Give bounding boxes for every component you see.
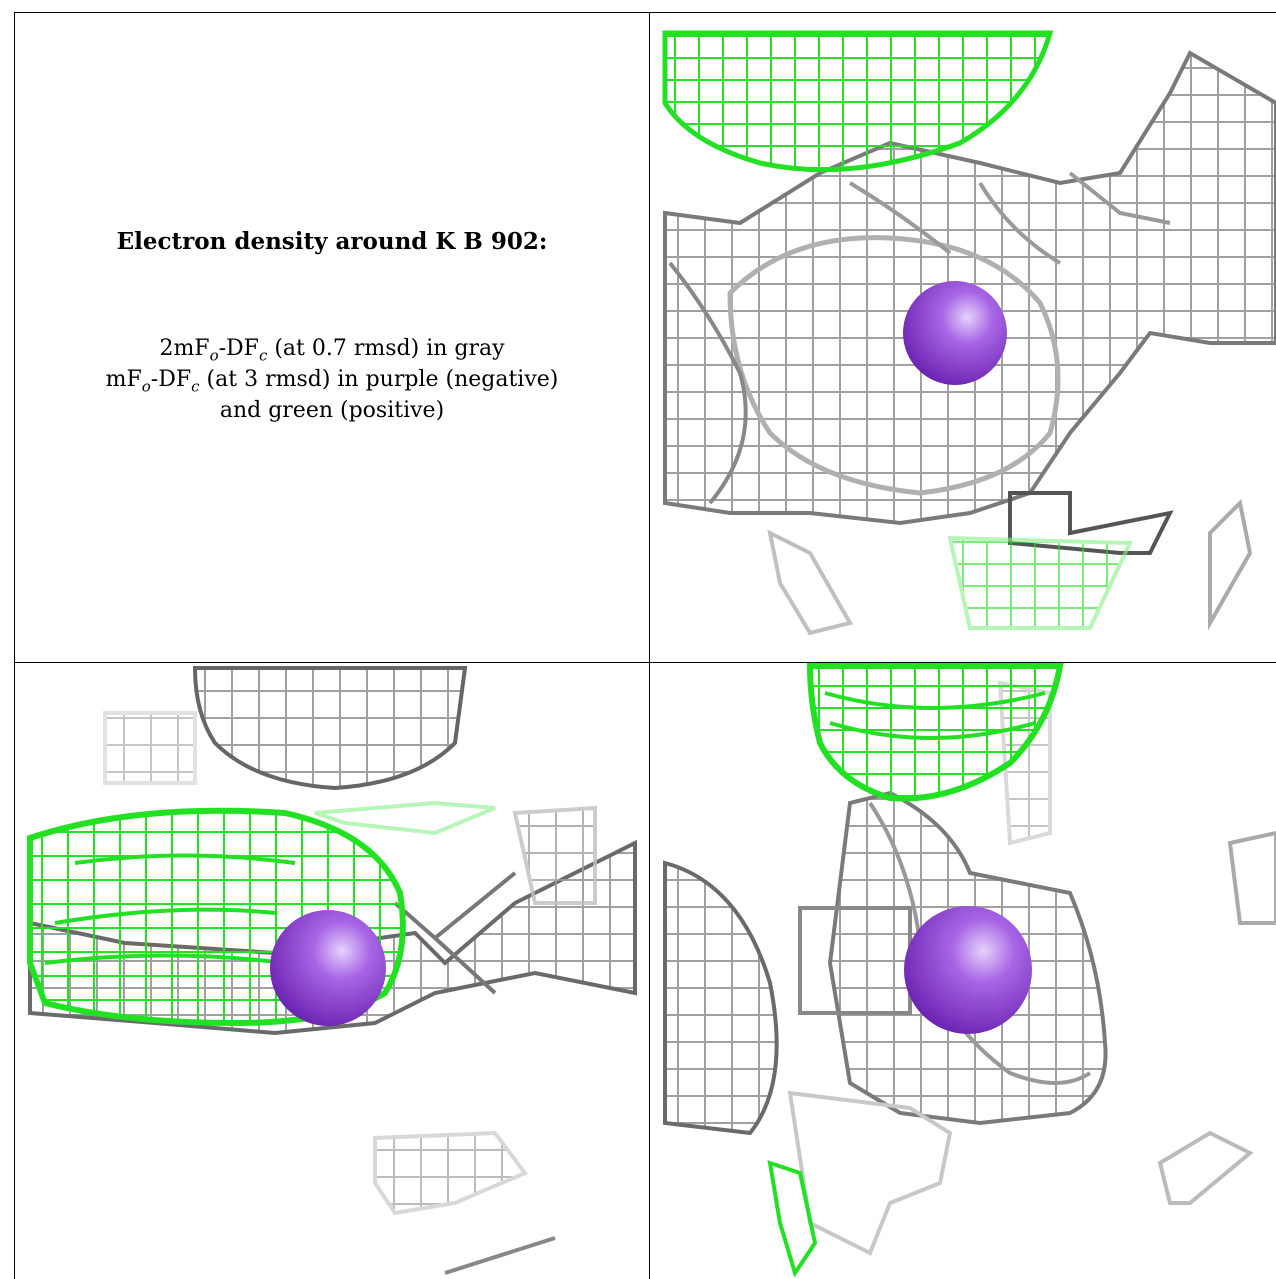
legend-line-green: and green (positive) — [219, 398, 445, 423]
figure-frame — [14, 12, 1276, 1279]
grid-divider-vertical — [649, 12, 650, 1279]
potassium-ion-sphere — [270, 910, 386, 1026]
legend-line-2fo: 2mFo-DFc (at 0.7 rmsd) in gray — [159, 336, 505, 365]
density-view-top-right — [650, 13, 1276, 662]
potassium-ion-sphere — [903, 281, 1007, 385]
density-view-bottom-left — [15, 663, 649, 1279]
caption-cell: Electron density around K B 902: 2mFo-DF… — [15, 13, 649, 662]
potassium-ion-sphere — [904, 906, 1032, 1034]
legend-text: 2mFo-DFc (at 0.7 rmsd) in gray mFo-DFc (… — [15, 333, 649, 426]
grid-divider-horizontal — [14, 662, 1276, 663]
figure-title: Electron density around K B 902: — [116, 228, 548, 255]
green-mesh — [662, 30, 1134, 630]
density-view-bottom-right — [650, 663, 1276, 1279]
green-mesh — [767, 663, 1064, 1278]
legend-line-fo: mFo-DFc (at 3 rmsd) in purple (negative) — [105, 367, 559, 396]
